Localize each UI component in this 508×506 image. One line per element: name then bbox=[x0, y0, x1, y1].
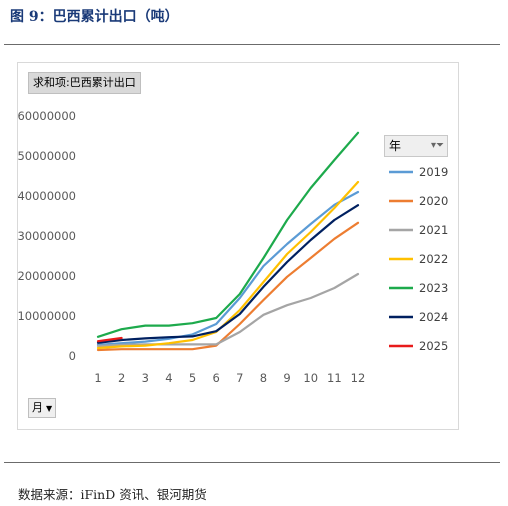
series-line-2019 bbox=[96, 190, 360, 346]
legend-label-2023: 2023 bbox=[419, 281, 448, 295]
series-line-2022 bbox=[96, 180, 360, 350]
y-tick-label: 0 bbox=[69, 349, 76, 363]
y-tick-label: 60000000 bbox=[17, 109, 76, 123]
y-tick-label: 50000000 bbox=[17, 149, 76, 163]
x-tick-label: 1 bbox=[94, 371, 101, 385]
series-line-2021 bbox=[96, 272, 360, 348]
y-tick-label: 40000000 bbox=[17, 189, 76, 203]
series-line-2025 bbox=[96, 336, 123, 343]
bottom-divider bbox=[4, 462, 500, 463]
y-tick-label: 30000000 bbox=[17, 229, 76, 243]
chart-frame bbox=[17, 62, 459, 430]
x-tick-label: 10 bbox=[303, 371, 318, 385]
series-line-2020 bbox=[96, 221, 360, 352]
x-tick-label: 6 bbox=[213, 371, 220, 385]
legend-label-2024: 2024 bbox=[419, 310, 448, 324]
y-tick-label: 10000000 bbox=[17, 309, 76, 323]
x-tick-label: 5 bbox=[189, 371, 196, 385]
series-line-2023 bbox=[96, 131, 360, 338]
legend-year-filter[interactable]: 年 ▾⏷ bbox=[384, 135, 448, 157]
source-note: 数据来源：iFinD 资讯、银河期货 bbox=[18, 487, 207, 502]
top-divider bbox=[4, 44, 500, 45]
filter-icon[interactable]: ▾⏷ bbox=[430, 140, 444, 151]
legend-label-2022: 2022 bbox=[419, 252, 448, 266]
legend-label-2020: 2020 bbox=[419, 194, 448, 208]
x-tick-label: 4 bbox=[165, 371, 172, 385]
figure-title: 图 9：巴西累计出口（吨） bbox=[10, 9, 179, 25]
legend-label-2021: 2021 bbox=[419, 223, 448, 237]
value-field-button[interactable]: 求和项:巴西累计出口 bbox=[28, 72, 141, 94]
x-tick-label: 8 bbox=[260, 371, 267, 385]
dropdown-arrow-icon: ▼ bbox=[46, 404, 53, 413]
x-tick-label: 2 bbox=[118, 371, 125, 385]
y-tick-label: 20000000 bbox=[17, 269, 76, 283]
legend-label-2019: 2019 bbox=[419, 165, 448, 179]
x-tick-label: 9 bbox=[283, 371, 290, 385]
series-line-2024 bbox=[96, 204, 360, 344]
x-tick-label: 3 bbox=[142, 371, 149, 385]
x-tick-label: 12 bbox=[351, 371, 366, 385]
month-label: 月 bbox=[32, 401, 43, 414]
month-field-button[interactable]: 月 ▼ bbox=[28, 398, 57, 418]
x-tick-label: 7 bbox=[236, 371, 243, 385]
legend-year-label: 年 bbox=[389, 139, 402, 153]
x-tick-label: 11 bbox=[327, 371, 342, 385]
legend-label-2025: 2025 bbox=[419, 339, 448, 353]
